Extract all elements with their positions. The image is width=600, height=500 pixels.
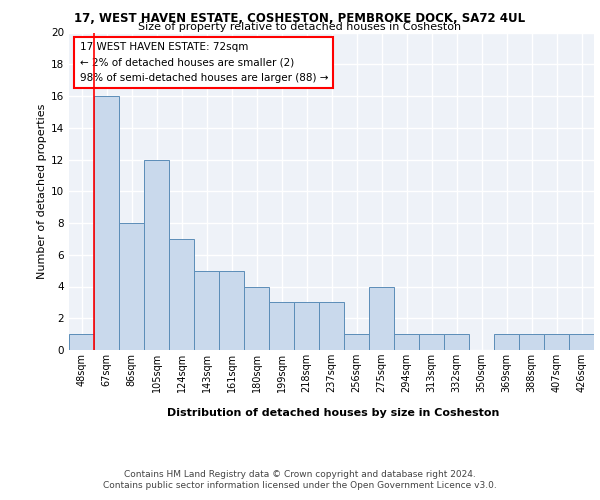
Bar	[369, 286, 394, 350]
Y-axis label: Number of detached properties: Number of detached properties	[37, 104, 47, 279]
Bar	[194, 270, 219, 350]
Bar	[169, 239, 194, 350]
Text: Size of property relative to detached houses in Cosheston: Size of property relative to detached ho…	[139, 22, 461, 32]
Bar	[219, 270, 244, 350]
Bar	[519, 334, 544, 350]
Bar	[494, 334, 519, 350]
Bar	[419, 334, 444, 350]
Bar	[344, 334, 369, 350]
Text: 17, WEST HAVEN ESTATE, COSHESTON, PEMBROKE DOCK, SA72 4UL: 17, WEST HAVEN ESTATE, COSHESTON, PEMBRO…	[74, 12, 526, 26]
Bar	[319, 302, 344, 350]
Bar	[269, 302, 294, 350]
Bar	[544, 334, 569, 350]
Bar	[244, 286, 269, 350]
Bar	[94, 96, 119, 350]
Bar	[294, 302, 319, 350]
Bar	[394, 334, 419, 350]
Text: Distribution of detached houses by size in Cosheston: Distribution of detached houses by size …	[167, 408, 499, 418]
Text: 17 WEST HAVEN ESTATE: 72sqm
← 2% of detached houses are smaller (2)
98% of semi-: 17 WEST HAVEN ESTATE: 72sqm ← 2% of deta…	[79, 42, 328, 83]
Bar	[144, 160, 169, 350]
Bar	[119, 223, 144, 350]
Text: Contains public sector information licensed under the Open Government Licence v3: Contains public sector information licen…	[103, 481, 497, 490]
Bar	[69, 334, 94, 350]
Bar	[569, 334, 594, 350]
Text: Contains HM Land Registry data © Crown copyright and database right 2024.: Contains HM Land Registry data © Crown c…	[124, 470, 476, 479]
Bar	[444, 334, 469, 350]
